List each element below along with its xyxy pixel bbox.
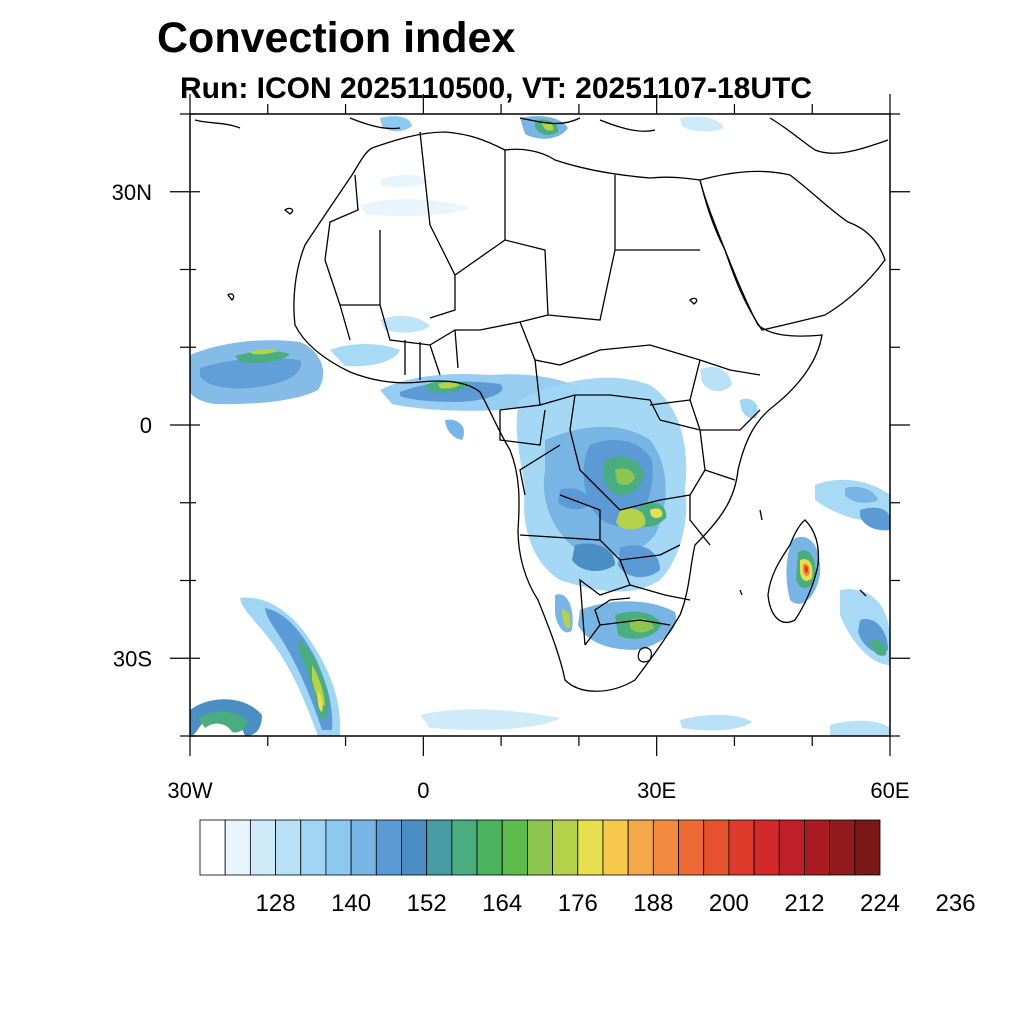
colorbar-label: 212 — [784, 890, 824, 917]
colorbar-swatch — [451, 819, 478, 876]
colorbar-swatch — [199, 819, 226, 876]
lat-label: 0 — [140, 413, 152, 438]
colorbar-label: 224 — [860, 890, 900, 917]
colorbar-swatch — [753, 819, 780, 876]
colorbar-swatch — [627, 819, 654, 876]
colorbar-label: 236 — [936, 890, 976, 917]
madagascar-coastline — [767, 519, 820, 623]
africa-coastline — [293, 131, 823, 692]
colorbar-swatch — [300, 819, 327, 876]
chart-title: Convection index — [157, 14, 516, 62]
colorbar-swatch — [249, 819, 276, 876]
colorbar-swatch — [703, 819, 730, 876]
lon-label: 30W — [167, 778, 212, 803]
colorbar-swatch — [375, 819, 402, 876]
colorbar-label: 152 — [407, 890, 447, 917]
axis-ticks — [170, 94, 910, 756]
colorbar — [199, 819, 881, 876]
colorbar-labels: 128 140 152 164 176 188 200 212 224 236 — [256, 890, 976, 917]
lat-label: 30S — [113, 646, 152, 671]
colorbar-swatch — [426, 819, 453, 876]
colorbar-swatch — [829, 819, 856, 876]
colorbar-swatch — [728, 819, 755, 876]
colorbar-swatch — [602, 819, 629, 876]
colorbar-label: 164 — [482, 890, 522, 917]
chart-subtitle: Run: ICON 2025110500, VT: 20251107-18UTC — [180, 72, 813, 105]
colorbar-swatch — [275, 819, 302, 876]
colorbar-swatch — [325, 819, 352, 876]
colorbar-label: 200 — [709, 890, 749, 917]
lat-label: 30N — [112, 180, 152, 205]
colorbar-swatch — [476, 819, 503, 876]
colorbar-swatch — [678, 819, 705, 876]
colorbar-label: 128 — [256, 890, 296, 917]
colorbar-swatch — [401, 819, 428, 876]
colorbar-swatch — [577, 819, 604, 876]
colorbar-swatch — [224, 819, 251, 876]
colorbar-swatch — [527, 819, 553, 876]
colorbar-label: 140 — [331, 890, 371, 917]
coastline-outlines — [194, 117, 889, 692]
convection-shading — [190, 116, 890, 736]
lon-label: 30E — [637, 778, 676, 803]
axis-tick-labels: 30N 0 30S 30W 0 30E 60E — [112, 180, 910, 803]
colorbar-swatch — [854, 819, 881, 876]
colorbar-swatch — [350, 819, 377, 876]
colorbar-swatch — [652, 819, 679, 876]
colorbar-swatch — [501, 819, 528, 876]
colorbar-swatch — [804, 819, 831, 876]
colorbar-label: 188 — [633, 890, 673, 917]
colorbar-swatch — [552, 819, 579, 876]
lon-label: 60E — [870, 778, 909, 803]
lon-label: 0 — [417, 778, 429, 803]
colorbar-label: 176 — [558, 890, 598, 917]
colorbar-swatch — [778, 819, 805, 876]
